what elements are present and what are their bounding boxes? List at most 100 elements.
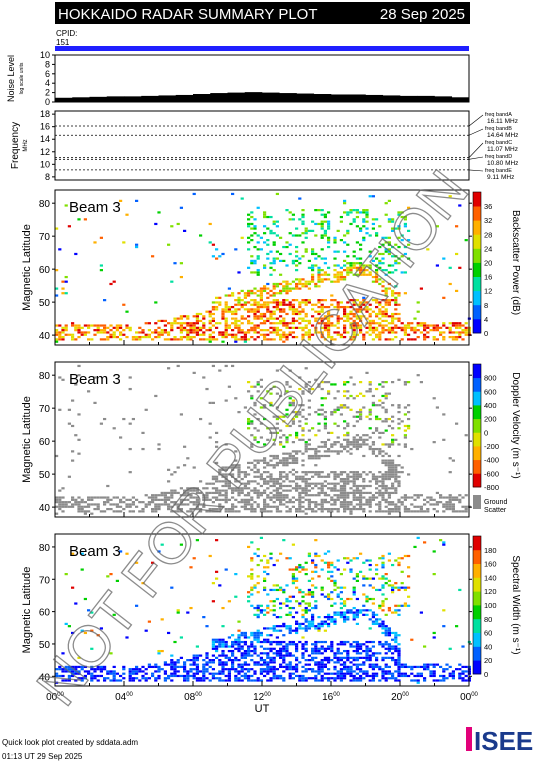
heatmap-cell [362,303,366,306]
heatmap-cell [266,301,270,304]
heatmap-cell [253,475,257,478]
heatmap-cell [352,324,356,327]
freq-band-value: 14.64 MHz [487,132,518,139]
heatmap-cell [343,394,347,398]
heatmap-cell [272,338,276,341]
heatmap-cell [138,335,142,339]
heatmap-cell [343,661,347,664]
heatmap-cell [176,665,180,669]
heatmap-cell [80,629,84,632]
heatmap-cell [90,647,94,650]
heatmap-cell [343,665,347,669]
heatmap-cell [269,338,273,341]
heatmap-cell [61,280,65,283]
heatmap-cell [323,445,327,448]
colorbar-tick-label: 0 [484,670,488,679]
heatmap-cell [407,417,411,421]
heatmap-cell [304,627,308,630]
heatmap-cell [403,674,407,678]
heatmap-cell [263,640,267,644]
heatmap-cell [381,600,385,603]
heatmap-cell [208,665,212,669]
colorbar-tick-label: 40 [484,642,492,651]
heatmap-cell [58,507,62,511]
heatmap-cell [381,285,385,288]
heatmap-cell [349,510,353,513]
heatmap-cell [253,471,257,474]
heatmap-cell [375,273,379,276]
heatmap-cell [375,482,379,485]
heatmap-cell [355,579,359,582]
heatmap-cell [259,287,263,290]
heatmap-cell [269,289,273,293]
heatmap-cell [362,643,366,646]
heatmap-cell [247,310,251,313]
heatmap-cell [298,387,302,391]
heatmap-cell [71,631,75,635]
heatmap-cell [279,674,283,678]
heatmap-cell [375,429,379,432]
heatmap-cell [343,557,347,560]
heatmap-cell [173,503,177,506]
heatmap-cell [343,241,347,244]
heatmap-cell [272,220,276,223]
heatmap-cell [295,631,299,635]
heatmap-cell [250,443,254,446]
heatmap-cell [317,301,321,304]
heatmap-cell [243,631,247,635]
heatmap-cell [387,303,391,306]
heatmap-cell [349,452,353,455]
heatmap-cell [183,677,187,680]
heatmap-cell [93,507,97,511]
heatmap-cell [371,672,375,675]
heatmap-cell [339,591,343,594]
heatmap-cell [64,324,68,327]
heatmap-cell [343,643,347,646]
heatmap-cell [266,510,270,513]
heatmap-cell [295,299,299,302]
heatmap-cell [375,264,379,267]
heatmap-cell [311,471,315,474]
heatmap-cell [119,501,123,504]
heatmap-cell [455,422,459,425]
heatmap-cell [253,613,257,616]
heatmap-cell [272,232,276,235]
heatmap-cell [359,411,363,414]
heatmap-cell [176,322,180,325]
heatmap-cell [247,289,251,293]
heatmap-cell [170,338,174,341]
heatmap-cell [237,296,241,299]
heatmap-cell [375,510,379,513]
heatmap-cell [320,505,324,508]
heatmap-cell [71,503,75,506]
freq-band-connector [468,169,484,172]
heatmap-cell [176,674,180,678]
heatmap-cell [250,541,254,544]
heatmap-cell [397,654,401,657]
heatmap-cell [295,659,299,662]
heatmap-cell [451,510,455,513]
heatmap-cell [189,338,193,341]
heatmap-cell [243,292,247,295]
heatmap-cell [189,670,193,673]
heatmap-cell [282,480,286,483]
heatmap-cell [167,631,171,635]
heatmap-cell [275,427,279,430]
heatmap-cell [263,319,267,323]
heatmap-cell [346,255,350,258]
heatmap-cell [343,308,347,311]
heatmap-cell [378,225,382,228]
heatmap-cell [397,443,401,446]
heatmap-cell [400,234,404,237]
heatmap-cell [205,677,209,680]
heatmap-cell [378,431,382,435]
heatmap-cell [176,466,180,469]
heatmap-cell [301,213,305,216]
heatmap-cell [355,315,359,318]
heatmap-cell [314,625,318,628]
heatmap-cell [227,287,231,290]
heatmap-cell [330,299,334,302]
heatmap-cell [288,282,292,286]
heatmap-cell [355,616,359,619]
heatmap-cell [291,568,295,571]
